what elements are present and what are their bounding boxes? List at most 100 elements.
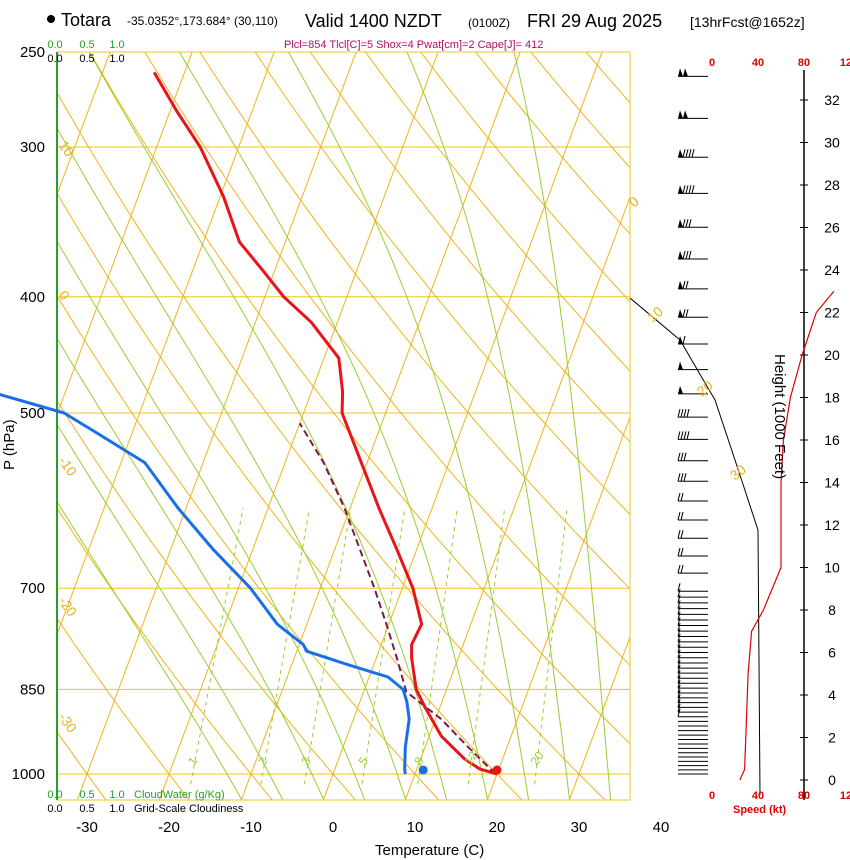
speed-tick-label-top: 40 <box>752 57 764 69</box>
wind-barb-line <box>677 409 681 418</box>
moist-adiabat-line <box>57 423 283 800</box>
wind-barb-flag <box>683 110 688 119</box>
cloudiness-tick-label: 0.0 <box>47 53 62 65</box>
cloudwater-tick-label: 0.0 <box>47 789 62 801</box>
height-tick-label: 12 <box>824 517 840 533</box>
isotherm-line <box>652 0 850 799</box>
x-tick-label: 0 <box>329 819 337 836</box>
wind-barb-line <box>685 280 689 290</box>
wind-barb-line <box>677 511 681 521</box>
dry-adiabat-line <box>309 52 630 443</box>
wind-barb-line <box>677 622 681 632</box>
pressure-tick-label: 700 <box>20 580 45 597</box>
wind-barb-line <box>682 185 686 194</box>
wind-barb-flag <box>678 149 683 158</box>
mixing-ratio-line <box>190 507 244 785</box>
isotherm-line <box>57 52 193 416</box>
wind-barb-line <box>677 492 681 502</box>
cloudiness-tick-label: 0.5 <box>79 803 94 815</box>
wind-barb-line <box>677 617 681 626</box>
wind-barb-line <box>677 639 681 648</box>
cloudiness-tick-label: 0.0 <box>47 803 62 815</box>
station-name: Totara <box>61 10 112 30</box>
wind-barb-line <box>683 431 687 440</box>
wind-barb-flag <box>683 68 688 77</box>
cloudiness-label: Grid-Scale Cloudiness <box>134 803 244 815</box>
wind-barb-line <box>677 600 681 609</box>
isotherm-line <box>57 52 111 196</box>
wind-barb-line <box>677 665 681 674</box>
isotherm-line <box>159 52 439 800</box>
mixing-ratio-label: 12 <box>461 749 480 768</box>
height-tick-label: 4 <box>828 687 836 703</box>
cloudiness-tick-label: 1.0 <box>109 53 124 65</box>
height-tick-label: 16 <box>824 432 840 448</box>
station-marker-icon <box>47 15 55 23</box>
wind-barb-line <box>682 280 686 290</box>
wind-barb-line <box>677 583 681 592</box>
dry-adiabat-line <box>254 52 630 516</box>
dry-adiabat-line <box>57 192 522 800</box>
wind-barb-line <box>688 149 692 158</box>
moist-adiabat-line <box>513 52 611 800</box>
valid-time: Valid 1400 NZDT <box>305 11 442 31</box>
wind-barb-line <box>677 675 681 684</box>
mixing-ratio-label: 3 <box>298 754 313 768</box>
trace-layer <box>0 71 502 776</box>
wind-barb-line <box>688 219 692 228</box>
wind-barb-line <box>677 659 681 669</box>
height-tick-label: 24 <box>824 262 840 278</box>
wind-barb-line <box>680 565 684 574</box>
speed-tick-label-bottom: 40 <box>752 790 764 802</box>
isotherm-line <box>569 635 630 800</box>
surface-dewpoint-dot <box>418 765 428 775</box>
moist-adiabat-line <box>406 52 570 800</box>
isotherm-line <box>405 195 630 800</box>
mixing-ratio-label: 1 <box>185 754 200 768</box>
cloudiness-tick-label: 0.5 <box>79 53 94 65</box>
dry-adiabat-label: 0 <box>626 193 642 210</box>
cloudiness-tick-label: 1.0 <box>109 803 124 815</box>
wind-barb-line <box>677 704 681 713</box>
height-tick-label: 22 <box>824 305 840 321</box>
wind-barb-line <box>682 335 686 345</box>
wind-barb-line <box>677 680 681 689</box>
wind-barb-line <box>680 511 684 521</box>
pressure-tick-label: 1000 <box>12 766 45 783</box>
moist-adiabat-line <box>287 52 529 800</box>
forecast-date: FRI 29 Aug 2025 <box>527 11 662 31</box>
wind-barb-line <box>677 473 681 482</box>
pressure-tick-label: 500 <box>20 405 45 422</box>
dry-adiabat-line <box>89 52 630 745</box>
wind-barb-line <box>682 309 686 318</box>
wind-barb-line <box>677 644 681 653</box>
cloudwater-tick-label: 0.0 <box>47 39 62 51</box>
wind-barb-flag <box>678 110 683 119</box>
dry-adiabat-line <box>57 617 190 800</box>
speed-tick-label-bottom: 12 <box>840 790 850 802</box>
cloudwater-tick-label: 0.5 <box>79 789 94 801</box>
wind-barb-line <box>685 309 689 318</box>
wind-barb-line <box>685 219 689 228</box>
wind-barb-line <box>677 565 681 574</box>
wind-barb-line <box>685 185 689 194</box>
wind-barb-line <box>680 492 684 502</box>
x-tick-label: 10 <box>407 819 424 836</box>
wind-barb-line <box>691 149 695 158</box>
wind-barb-flag <box>678 336 683 345</box>
moist-adiabat-line <box>57 500 242 800</box>
wind-barb-line <box>688 250 692 260</box>
cloudwater-tick-label: 1.0 <box>109 789 124 801</box>
wind-barb-line <box>677 670 681 679</box>
wind-barb-line <box>691 185 695 194</box>
wind-barb-line <box>682 250 686 260</box>
y-axis-label: P (hPa) <box>1 419 18 470</box>
wind-barb-line <box>683 452 687 461</box>
wind-barb-line <box>677 694 681 703</box>
parcel-trace <box>298 422 497 775</box>
speed-tick-label-bottom: 0 <box>709 790 715 802</box>
height-tick-label: 26 <box>824 220 840 236</box>
wind-barb-line <box>682 219 686 228</box>
forecast-run: [13hrFcst@1652z] <box>690 14 805 30</box>
